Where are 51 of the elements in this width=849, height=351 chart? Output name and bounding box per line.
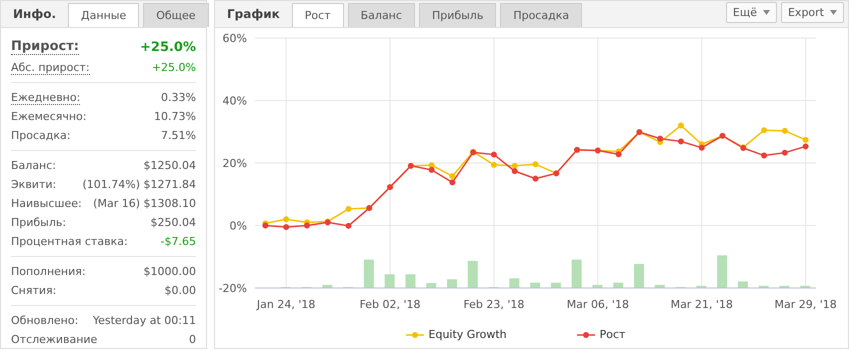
y-tick-label: 20% xyxy=(222,156,247,170)
text: +25.0% xyxy=(152,61,196,74)
text: $250.04 xyxy=(150,216,196,229)
x-tick-label: Jan 24, '18 xyxy=(256,298,316,311)
text: Абс. прирост: xyxy=(11,60,90,74)
text: 7.51% xyxy=(161,129,196,142)
text: Обновлено: xyxy=(11,314,78,327)
x-tick-label: Feb 02, '18 xyxy=(360,298,421,311)
text: Пополнения: xyxy=(11,265,86,278)
text: Просадка xyxy=(500,3,582,27)
text: Отслеживание xyxy=(11,333,98,346)
text: Инфо. xyxy=(12,7,58,23)
text: Эквити: xyxy=(11,178,56,191)
y-tick-label: -20% xyxy=(218,282,247,295)
x-tick-label: Mar 06, '18 xyxy=(566,298,629,311)
text: Прибыль xyxy=(418,3,496,27)
text: Ещё xyxy=(726,2,777,23)
text: Yesterday at 00:11 xyxy=(92,314,196,327)
text: Снятия: xyxy=(11,284,56,297)
text: $1250.04 xyxy=(144,159,196,172)
text: Export xyxy=(780,2,844,23)
text: Просадка: xyxy=(11,129,70,142)
text: +25.0% xyxy=(140,40,196,54)
text: 10.73% xyxy=(154,110,196,123)
text: Данные xyxy=(68,3,140,27)
text: -$7.65 xyxy=(160,235,196,248)
text: Общее xyxy=(143,3,209,27)
text: Ежемесячно: xyxy=(11,110,86,123)
text: Баланс xyxy=(348,3,415,27)
text: Прибыль: xyxy=(11,216,66,229)
text: Ежедневно: xyxy=(11,90,80,104)
y-tick-label: 0% xyxy=(230,219,247,232)
x-tick-label: Mar 21, '18 xyxy=(670,298,733,311)
text: $1000.00 xyxy=(144,265,196,278)
chart-title: График xyxy=(226,7,281,23)
text: Процентная ставка: xyxy=(11,235,128,248)
x-tick-label: Mar 29, '18 xyxy=(774,298,837,311)
text: 0.33% xyxy=(161,91,196,104)
text: $0.00 xyxy=(164,284,196,297)
text: Баланс: xyxy=(11,159,56,172)
y-tick-label: 60% xyxy=(222,32,247,45)
text: Рост xyxy=(292,3,344,27)
text: (101.74%) $1271.84 xyxy=(82,178,196,191)
text: 0 xyxy=(189,333,196,346)
text: Наивысшее: xyxy=(11,197,82,210)
y-tick-label: 40% xyxy=(222,94,247,108)
text: Прирост: xyxy=(11,39,79,55)
x-tick-label: Feb 23, '18 xyxy=(463,298,524,311)
legend-label: Рост xyxy=(598,328,626,341)
legend-label: Equity Growth xyxy=(428,328,507,341)
text: (Mar 16) $1308.10 xyxy=(93,197,196,210)
